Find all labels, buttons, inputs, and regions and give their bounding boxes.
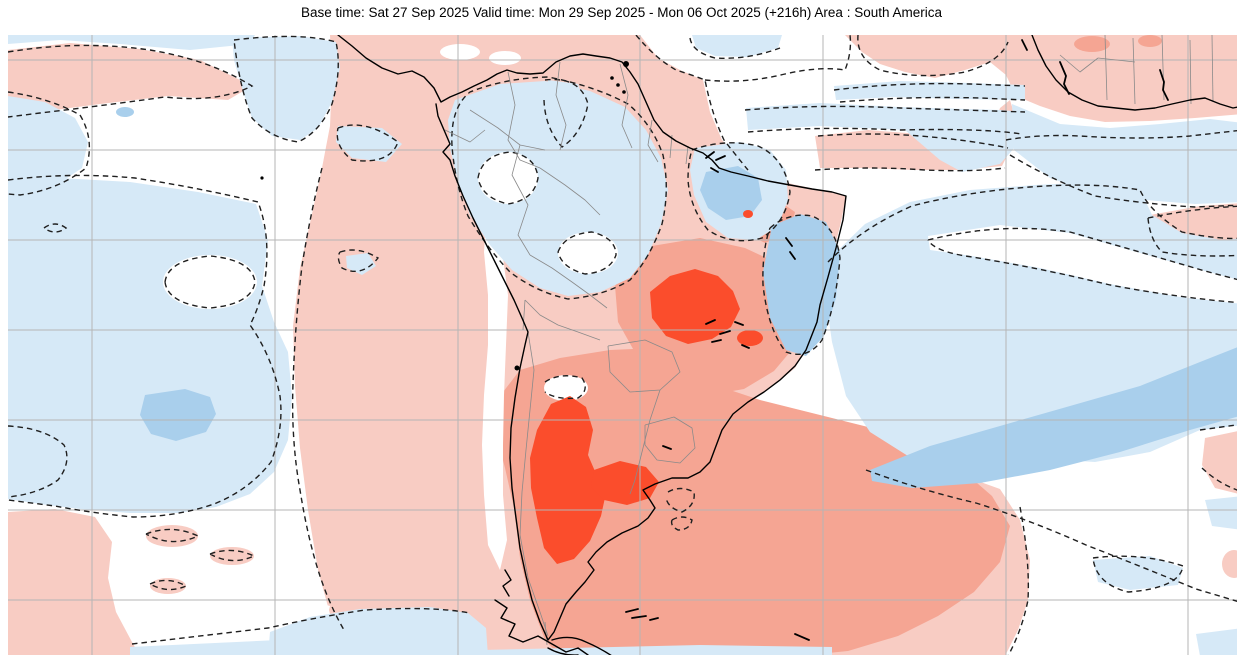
south-georgia-island — [794, 633, 810, 641]
africa-rivers — [1021, 39, 1169, 101]
coastlines — [260, 35, 1237, 655]
page-title: Base time: Sat 27 Sep 2025 Valid time: M… — [300, 5, 942, 20]
country-borders — [444, 35, 1214, 646]
trinidad-island — [623, 61, 629, 67]
zero-contour-lines — [8, 35, 1237, 655]
island-dot-3 — [622, 90, 626, 94]
galapagos-islands — [260, 176, 264, 180]
island-dot-1 — [610, 76, 614, 80]
island-dot-2 — [616, 83, 620, 87]
interior-river-marks — [662, 237, 796, 450]
positive-anomaly-strong-regions — [530, 210, 763, 564]
negative-anomaly-moderate-regions — [116, 107, 1237, 488]
graticule — [8, 35, 1237, 655]
lake-titicaca — [514, 365, 520, 371]
coastline-west-africa — [1031, 35, 1237, 111]
amazon-delta-marks — [705, 151, 726, 173]
coastline-tierra-del-fuego — [494, 569, 612, 655]
falkland-islands — [625, 608, 659, 621]
neutral-regions-ocean — [163, 44, 1237, 309]
coastline-south-america — [337, 35, 847, 641]
